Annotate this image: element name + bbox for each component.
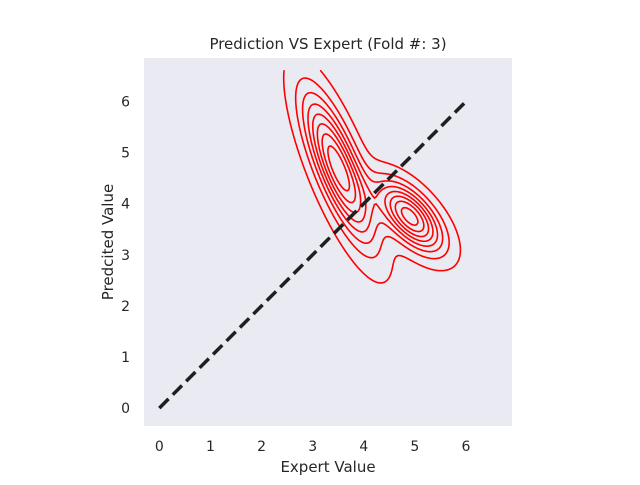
y-tick-label: 1 [121, 350, 130, 366]
density-contour-level [282, 69, 462, 284]
x-tick-label: 4 [359, 439, 368, 455]
y-tick-label: 3 [121, 248, 130, 264]
y-tick-label: 0 [121, 401, 130, 417]
reference-line-layer [158, 100, 468, 410]
x-tick-label: 5 [410, 439, 419, 455]
x-tick-label: 6 [462, 439, 471, 455]
density-contour-level [307, 103, 439, 247]
y-tick-label: 5 [121, 146, 130, 162]
y-tick-labels: 0 1 2 3 4 5 6 [121, 94, 130, 417]
y-tick-label: 4 [121, 197, 130, 213]
density-contour-level [301, 91, 444, 253]
density-contour-level [327, 145, 419, 226]
density-contour-level [321, 133, 425, 233]
density-contour-level [311, 113, 434, 243]
x-axis-label: Expert Value [280, 458, 375, 476]
x-tick-label: 1 [206, 439, 215, 455]
y-axis-label: Predcited Value [99, 184, 117, 300]
y-tick-label: 2 [121, 299, 130, 315]
y-tick-label: 6 [121, 94, 130, 110]
x-tick-label: 2 [257, 439, 266, 455]
x-tick-label: 3 [308, 439, 317, 455]
density-contours [282, 69, 462, 284]
x-tick-labels: 0 1 2 3 4 5 6 [155, 439, 471, 455]
chart-title: Prediction VS Expert (Fold #: 3) [209, 35, 446, 53]
x-tick-label: 0 [155, 439, 164, 455]
reference-line [158, 100, 468, 410]
